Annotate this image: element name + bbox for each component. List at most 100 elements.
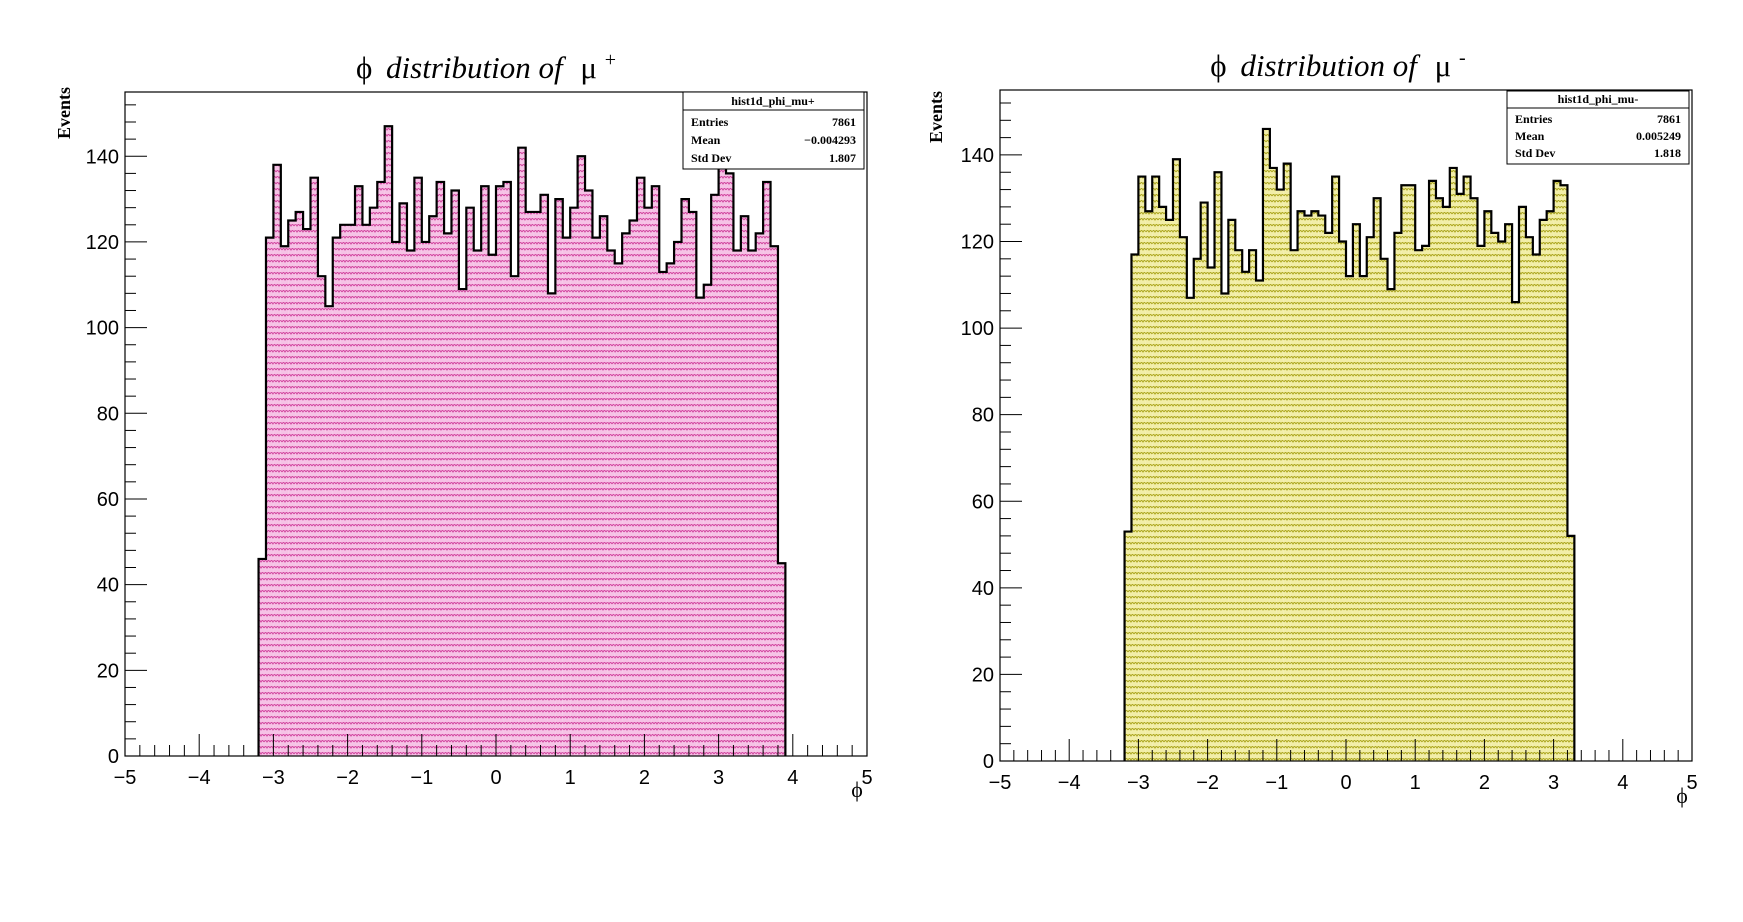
histogram-bin: [481, 186, 489, 756]
chart-title: ϕ distribution of μ -: [1210, 47, 1465, 83]
histogram-bin: [540, 194, 548, 757]
y-tick-label: 20: [972, 664, 994, 686]
x-tick-label: 0: [490, 767, 501, 789]
histogram-bin: [1269, 167, 1277, 761]
histogram-bin: [533, 211, 541, 757]
histogram-bin: [1207, 267, 1215, 761]
histogram-bin: [510, 276, 519, 756]
histogram-bin: [726, 173, 734, 756]
histogram-bin: [1546, 211, 1554, 762]
stats-mean-label: Mean: [691, 133, 721, 147]
y-tick-label: 40: [972, 578, 994, 600]
histogram-bin: [599, 216, 608, 757]
histogram-bin: [325, 306, 333, 756]
histogram-outline: [1123, 127, 1576, 761]
histogram-bin: [258, 558, 266, 756]
histogram-bin: [1262, 128, 1270, 761]
histogram-bin: [1442, 206, 1450, 762]
histogram-bin: [458, 289, 467, 756]
histogram-bin: [1519, 206, 1526, 762]
histogram-bin: [570, 207, 578, 756]
histogram-bin: [347, 224, 356, 757]
histogram-bin: [577, 156, 586, 757]
x-tick-label: 4: [1617, 772, 1628, 794]
stats-title: hist1d_phi_mu+: [731, 94, 815, 108]
histogram-bin: [414, 177, 422, 756]
histogram-bin: [1505, 224, 1513, 761]
histogram-bin: [399, 203, 407, 757]
histogram-bin: [362, 224, 370, 757]
y-tick-label: 140: [86, 146, 119, 168]
y-tick-label: 100: [961, 318, 994, 340]
x-tick-label: −5: [114, 767, 137, 789]
histogram-bin: [1159, 206, 1167, 762]
x-tick-label: −1: [410, 767, 433, 789]
histogram-bin: [592, 237, 600, 756]
histogram-bin: [703, 284, 712, 756]
histogram-bin: [666, 263, 675, 756]
x-tick-label: −4: [188, 767, 211, 789]
title-charge: +: [605, 49, 616, 71]
title-phi-symbol: ϕ: [1210, 48, 1226, 83]
histogram-bin: [1408, 185, 1416, 761]
stats-mean-label: Mean: [1515, 129, 1545, 143]
histogram-bin: [466, 207, 474, 756]
y-tick-label: 120: [961, 232, 994, 254]
histogram-bin: [659, 271, 667, 756]
stats-stddev-label: Std Dev: [691, 151, 731, 165]
stats-stddev-value: 1.807: [829, 151, 856, 165]
histogram-bin: [1138, 176, 1146, 762]
histogram-bin: [1539, 219, 1547, 761]
histogram-bin: [1256, 280, 1263, 761]
y-tick-label: 60: [97, 489, 119, 511]
x-tick-label: −2: [1196, 772, 1219, 794]
histogram-panel-mu-plus: ϕ distribution of μ + −5 −4 −3 −2 −1 0 1 2 3 4 5 0 2…: [54, 49, 873, 802]
y-tick-label: 40: [97, 575, 119, 597]
histogram-bin: [265, 237, 274, 756]
histogram-bin: [555, 199, 563, 756]
histogram-bin: [1491, 232, 1499, 762]
histogram-bin: [1221, 293, 1229, 761]
x-axis-label: ϕ: [1676, 783, 1688, 808]
stats-mean-value: −0.004293: [804, 133, 856, 147]
histogram-bin: [503, 181, 511, 756]
y-tick-label: 20: [97, 660, 119, 682]
title-particle: μ: [1435, 48, 1452, 83]
histogram-bin: [384, 126, 393, 756]
histogram-bin: [718, 151, 727, 757]
y-axis-label: Events: [54, 87, 74, 139]
histogram-bin: [303, 229, 311, 757]
y-tick-label: 80: [972, 405, 994, 427]
histogram-bin: [696, 297, 704, 756]
y-tick-label: 140: [961, 145, 994, 167]
histogram-bin: [1249, 250, 1257, 761]
histogram-bin: [451, 190, 459, 756]
title-text: distribution of: [386, 50, 567, 85]
y-tick-label: 120: [86, 232, 119, 254]
title-text: distribution of: [1240, 48, 1421, 83]
histogram-bin: [317, 276, 326, 756]
histogram-bin: [473, 250, 482, 756]
histogram-bin: [1200, 202, 1208, 762]
y-tick-label: 0: [108, 746, 119, 768]
histogram-bin: [711, 194, 719, 757]
x-tick-label: −1: [1265, 772, 1288, 794]
histogram-bin: [562, 237, 571, 756]
histogram-bin: [1332, 176, 1340, 762]
histogram-bin: [1214, 172, 1222, 762]
x-tick-label: 0: [1340, 772, 1351, 794]
histogram-bin: [1228, 219, 1236, 761]
histogram-bin: [1145, 211, 1153, 762]
histogram-bin: [1394, 232, 1402, 762]
histogram-bin: [1435, 198, 1443, 761]
histogram-bin: [763, 181, 771, 756]
x-tick-label: −3: [262, 767, 285, 789]
histogram-bin: [377, 181, 385, 756]
histogram-bin: [733, 250, 741, 756]
histogram-bin: [740, 216, 749, 757]
histogram-bin: [1339, 241, 1346, 762]
stats-entries-value: 7861: [832, 115, 856, 129]
histogram-bin: [688, 211, 697, 757]
histogram-bin: [1131, 254, 1139, 761]
